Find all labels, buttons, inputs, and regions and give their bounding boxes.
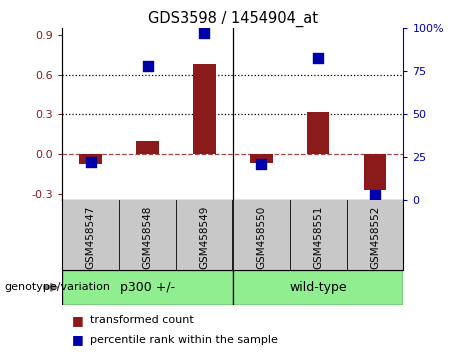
Bar — [136, 141, 159, 154]
Point — [258, 161, 265, 167]
Point — [371, 192, 378, 198]
Text: transformed count: transformed count — [90, 315, 194, 325]
Bar — [233, 270, 403, 305]
Text: GSM458552: GSM458552 — [370, 206, 380, 269]
Bar — [79, 154, 102, 165]
Text: genotype/variation: genotype/variation — [5, 282, 111, 292]
Text: p300 +/-: p300 +/- — [120, 281, 175, 294]
Title: GDS3598 / 1454904_at: GDS3598 / 1454904_at — [148, 11, 318, 27]
Point — [87, 160, 95, 165]
Text: GSM458550: GSM458550 — [256, 206, 266, 269]
Text: ■: ■ — [71, 314, 83, 327]
Text: GSM458549: GSM458549 — [199, 206, 209, 269]
Text: percentile rank within the sample: percentile rank within the sample — [90, 335, 278, 345]
Text: GSM458551: GSM458551 — [313, 206, 323, 269]
Bar — [250, 154, 272, 163]
Text: ■: ■ — [71, 333, 83, 346]
Bar — [62, 270, 233, 305]
Point — [144, 63, 151, 69]
Point — [314, 55, 322, 61]
Bar — [364, 154, 386, 189]
Text: GSM458547: GSM458547 — [86, 206, 96, 269]
Bar — [193, 64, 216, 154]
Bar — [307, 112, 330, 154]
Point — [201, 31, 208, 36]
Text: wild-type: wild-type — [290, 281, 347, 294]
Text: GSM458548: GSM458548 — [142, 206, 153, 269]
